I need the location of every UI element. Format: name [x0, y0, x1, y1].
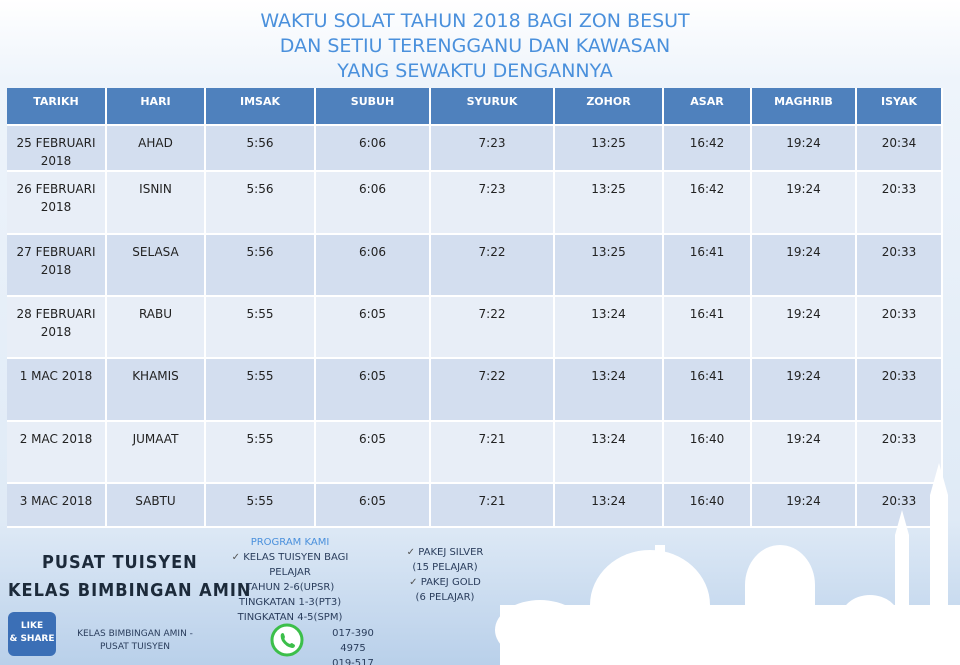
badge-text: & SHARE [9, 634, 55, 644]
mosque-silhouette [495, 463, 960, 665]
table-cell: 7:21 [431, 484, 555, 528]
program-title: PROGRAM KAMI [250, 537, 330, 548]
table-cell: 16:41 [664, 235, 752, 297]
title-line: YANG SEWAKTU DENGANNYA [337, 60, 613, 82]
brand-line: KELAS BIMBINGAN AMIN [8, 580, 252, 601]
table-cell: 13:25 [555, 235, 664, 297]
table-cell: 7:23 [431, 126, 555, 172]
table-cell: 19:24 [752, 126, 857, 172]
table-cell: RABU [107, 297, 206, 359]
column-header: ISYAK [857, 88, 943, 126]
program-item: TINGKATAN 1-3(PT3) [238, 597, 342, 608]
table-cell: 13:24 [555, 359, 664, 422]
column-header: ASAR [664, 88, 752, 126]
table-cell: 16:40 [664, 484, 752, 528]
program-block: PROGRAM KAMI KELAS TUISYEN BAGI PELAJAR … [210, 535, 370, 625]
table-cell: 13:25 [555, 172, 664, 235]
column-header: TARIKH [7, 88, 107, 126]
table-cell: 5:55 [206, 359, 316, 422]
table-cell: 7:21 [431, 422, 555, 484]
like-share-badge: LIKE & SHARE [8, 612, 56, 656]
table-cell: JUMAAT [107, 422, 206, 484]
table-cell: 6:05 [316, 359, 431, 422]
table-cell: 27 FEBRUARI 2018 [7, 235, 107, 297]
table-cell: 5:56 [206, 172, 316, 235]
table-cell: 19:24 [752, 422, 857, 484]
package-name: PAKEJ GOLD [395, 575, 495, 590]
table-cell: 19:24 [752, 297, 857, 359]
table-cell: 20:33 [857, 359, 943, 422]
table-cell: 16:41 [664, 297, 752, 359]
table-cell: 19:24 [752, 235, 857, 297]
table-cell: AHAD [107, 126, 206, 172]
table-cell: 20:33 [857, 297, 943, 359]
table-cell: ISNIN [107, 172, 206, 235]
table-cell: 16:42 [664, 126, 752, 172]
table-cell: 5:55 [206, 297, 316, 359]
column-header: SUBUH [316, 88, 431, 126]
packages: PAKEJ SILVER (15 PELAJAR) PAKEJ GOLD (6 … [395, 545, 495, 605]
title-line: WAKTU SOLAT TAHUN 2018 BAGI ZON BESUT [260, 10, 690, 32]
table-cell: 5:56 [206, 126, 316, 172]
table-cell: 7:22 [431, 359, 555, 422]
program-item: TAHUN 2-6(UPSR) [245, 582, 335, 593]
table-cell: 13:24 [555, 297, 664, 359]
table-cell: 7:23 [431, 172, 555, 235]
table-cell: 13:24 [555, 422, 664, 484]
package-detail: (15 PELAJAR) [412, 562, 478, 573]
column-header: SYURUK [431, 88, 555, 126]
program-item: TINGKATAN 4-5(SPM) [237, 612, 343, 623]
table-cell: 26 FEBRUARI 2018 [7, 172, 107, 235]
table-cell: KHAMIS [107, 359, 206, 422]
table-cell: 20:33 [857, 172, 943, 235]
table-cell: 1 MAC 2018 [7, 359, 107, 422]
column-header: HARI [107, 88, 206, 126]
table-cell: 6:06 [316, 235, 431, 297]
table-cell: 19:24 [752, 484, 857, 528]
column-header: ZOHOR [555, 88, 664, 126]
facebook-page: KELAS BIMBINGAN AMIN - PUSAT TUISYEN [77, 629, 193, 652]
column-header: MAGHRIB [752, 88, 857, 126]
table-cell: SABTU [107, 484, 206, 528]
table-cell: 20:33 [857, 235, 943, 297]
table-cell: 3 MAC 2018 [7, 484, 107, 528]
table-cell: 2 MAC 2018 [7, 422, 107, 484]
table-cell: 7:22 [431, 235, 555, 297]
whatsapp-icon [270, 623, 304, 657]
table-cell: 7:22 [431, 297, 555, 359]
phone: 019-517 0927 [332, 658, 374, 665]
table-cell: 6:06 [316, 126, 431, 172]
table-cell: 6:06 [316, 172, 431, 235]
package-detail: (6 PELAJAR) [415, 592, 475, 603]
package-name: PAKEJ SILVER [395, 545, 495, 560]
table-cell: 25 FEBRUARI 2018 [7, 126, 107, 172]
table-cell: 5:56 [206, 235, 316, 297]
table-cell: 19:24 [752, 172, 857, 235]
phones: 017-390 4975 019-517 0927 [318, 626, 388, 665]
table-cell: 5:55 [206, 484, 316, 528]
column-header: IMSAK [206, 88, 316, 126]
table-cell: 16:40 [664, 422, 752, 484]
table-cell: 5:55 [206, 422, 316, 484]
table-cell: SELASA [107, 235, 206, 297]
table-cell: 20:34 [857, 126, 943, 172]
table-cell: 16:41 [664, 359, 752, 422]
table-cell: 6:05 [316, 422, 431, 484]
phone: 017-390 4975 [332, 628, 374, 654]
table-cell: 20:33 [857, 484, 943, 528]
table-cell: 6:05 [316, 297, 431, 359]
table-cell: 28 FEBRUARI 2018 [7, 297, 107, 359]
program-item: KELAS TUISYEN BAGI PELAJAR [210, 550, 370, 580]
table-cell: 19:24 [752, 359, 857, 422]
table-cell: 20:33 [857, 422, 943, 484]
table-cell: 13:24 [555, 484, 664, 528]
table-cell: 13:25 [555, 126, 664, 172]
table-cell: 6:05 [316, 484, 431, 528]
badge-text: LIKE [20, 621, 44, 631]
brand-line: PUSAT TUISYEN [42, 552, 198, 573]
table-cell: 16:42 [664, 172, 752, 235]
title-line: DAN SETIU TERENGGANU DAN KAWASAN [279, 35, 671, 57]
